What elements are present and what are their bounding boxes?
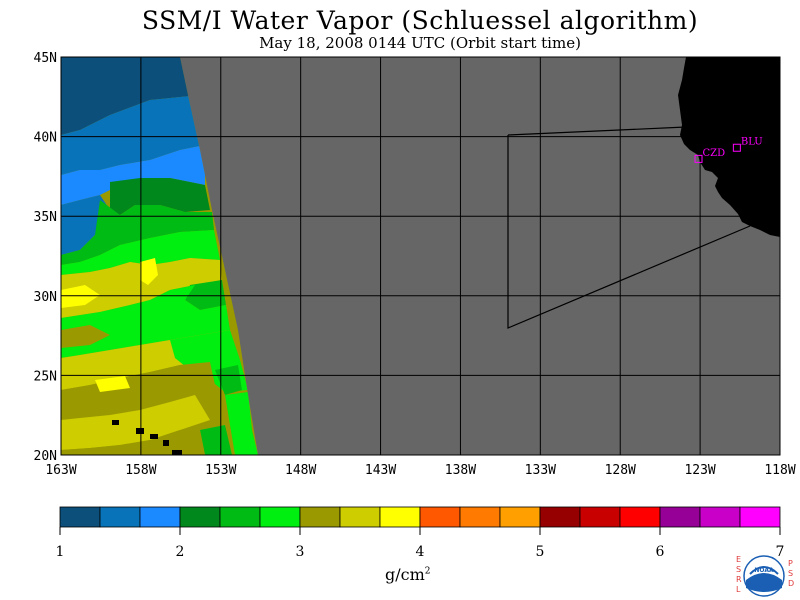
colorbar-swatch [539, 506, 581, 528]
colorbar: 1 2 3 4 5 6 7 [56, 506, 785, 560]
svg-text:P: P [788, 559, 793, 568]
colorbar-swatch [739, 506, 781, 528]
colorbar-tick-label: 4 [416, 544, 425, 560]
lon-tick-label: 128W [605, 463, 636, 478]
colorbar-swatch [339, 506, 381, 528]
lat-tick-label: 40N [34, 131, 57, 146]
map-border [60, 56, 781, 456]
noaa-esrl-psd-logo: E S R L P S D NOAA [736, 555, 794, 597]
latitude-labels: 45N 40N 35N 30N 25N 20N [34, 51, 57, 464]
station-label: CZD [703, 148, 726, 159]
colorbar-tick-label: 3 [296, 544, 305, 560]
lon-tick-label: 153W [205, 463, 236, 478]
colorbar-tick-label: 6 [656, 544, 665, 560]
colorbar-swatch [259, 506, 301, 528]
colorbar-swatch [459, 506, 501, 528]
colorbar-units: g/cm2 [385, 565, 431, 584]
lon-tick-label: 138W [445, 463, 476, 478]
lat-tick-label: 20N [34, 449, 57, 464]
lon-tick-label: 163W [45, 463, 76, 478]
lon-tick-label: 158W [125, 463, 156, 478]
colorbar-swatch [219, 506, 261, 528]
svg-text:S: S [736, 565, 741, 574]
svg-text:R: R [736, 575, 742, 584]
map-title: SSM/I Water Vapor (Schluessel algorithm) [141, 6, 699, 35]
colorbar-swatch [619, 506, 661, 528]
colorbar-swatch [99, 506, 141, 528]
station-marker [732, 143, 741, 152]
station-markers: CZD BLU [694, 137, 763, 163]
lat-tick-label: 30N [34, 290, 57, 305]
colorbar-swatch [699, 506, 741, 528]
lon-tick-label: 133W [525, 463, 556, 478]
colorbar-tick-label: 1 [56, 544, 65, 560]
lat-tick-label: 45N [34, 51, 57, 66]
map-panel: CZD BLU [60, 56, 781, 456]
lat-tick-label: 35N [34, 210, 57, 225]
hawaii-islands [112, 420, 182, 455]
colorbar-swatch [139, 506, 181, 528]
colorbar-swatch [419, 506, 461, 528]
lon-tick-label: 123W [684, 463, 715, 478]
colorbar-tick-label: 2 [176, 544, 185, 560]
colorbar-swatch [59, 506, 101, 528]
colorbar-swatch [579, 506, 621, 528]
svg-text:S: S [788, 569, 793, 578]
colorbar-swatch [499, 506, 541, 528]
svg-text:L: L [736, 585, 741, 594]
longitude-labels: 163W 158W 153W 148W 143W 138W 133W 128W 123W 118W [45, 463, 795, 478]
svg-text:E: E [736, 555, 741, 564]
svg-text:D: D [788, 579, 794, 588]
svg-text:NOAA: NOAA [754, 567, 774, 574]
colorbar-swatch [379, 506, 421, 528]
lon-tick-label: 143W [365, 463, 396, 478]
domain-outline [507, 126, 751, 329]
station-marker [694, 154, 703, 163]
north-america-land [678, 57, 780, 237]
colorbar-swatch [179, 506, 221, 528]
lat-lon-grid [61, 57, 780, 455]
station-label: BLU [741, 137, 763, 148]
lon-tick-label: 118W [764, 463, 795, 478]
lat-tick-label: 25N [34, 369, 57, 384]
map-subtitle: May 18, 2008 0144 UTC (Orbit start time) [259, 34, 581, 52]
colorbar-tick-label: 5 [536, 544, 545, 560]
colorbar-tick-label: 7 [776, 544, 785, 560]
colorbar-swatch [659, 506, 701, 528]
lon-tick-label: 148W [285, 463, 316, 478]
colorbar-swatch [299, 506, 341, 528]
